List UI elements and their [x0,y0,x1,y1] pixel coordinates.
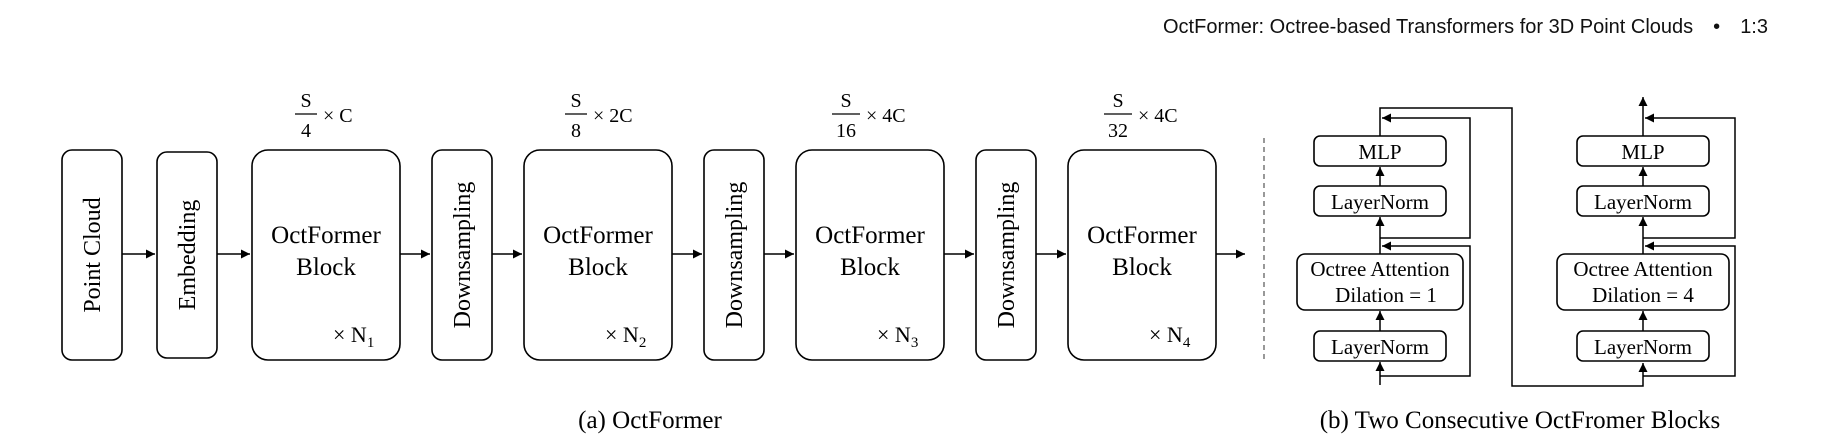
page-header: OctFormer: Octree-based Transformers for… [1163,14,1768,40]
block-4-repeat: × N4 [1149,322,1191,351]
right-layernorm-bottom-label: LayerNorm [1594,335,1692,359]
downsampling-2-label: Downsampling [722,182,748,329]
figure-reference: 1:3 [1740,15,1768,38]
embedding-box [156,151,218,359]
caption-b: (b) Two Consecutive OctFromer Blocks [1320,407,1721,434]
block-2-subtitle: Block [568,254,628,281]
octformer-block-4 [1067,149,1217,361]
stage-3-size-denominator: 16 [836,120,856,142]
stage-3-channels: × 4C [866,105,906,127]
left-dilation-label: Dilation = 1 [1335,283,1437,307]
stage-4-size-numerator: S [1112,90,1123,112]
stage-3-size-label: S 16 × 4C [832,90,906,142]
stage-4-size-denominator: 32 [1108,120,1128,142]
pipeline-diagram: Point Cloud Embedding S 4 × C OctFormer … [61,90,1245,434]
left-layernorm-bottom-label: LayerNorm [1331,335,1429,359]
consecutive-blocks-diagram: MLP LayerNorm Octree Attention Dilation … [1296,97,1736,434]
octformer-block-2 [523,149,673,361]
left-layernorm-top-label: LayerNorm [1331,190,1429,214]
downsampling-3-box [975,149,1037,361]
stage-2-size-label: S 8 × 2C [565,90,633,142]
block-3-repeat: × N3 [877,322,918,351]
paper-title: OctFormer: Octree-based Transformers for… [1162,15,1694,38]
stage-1-size-numerator: S [300,90,311,112]
block-3-title: OctFormer [815,222,925,249]
block-2-title: OctFormer [543,222,653,249]
stage-2-channels: × 2C [593,105,633,127]
stage-1-channels: × C [323,105,353,127]
stage-2-size-numerator: S [570,90,581,112]
right-mlp-label: MLP [1621,140,1664,164]
stage-4-size-label: S 32 × 4C [1104,90,1178,142]
left-residual-2 [1380,113,1471,239]
point-cloud-box [61,149,123,361]
right-layernorm-top-label: LayerNorm [1594,190,1692,214]
block-1-repeat: × N1 [333,322,374,351]
downsampling-2-box [703,149,765,361]
point-cloud-label: Point Cloud [80,197,106,312]
octformer-block-3 [795,149,945,361]
right-residual-2 [1643,113,1736,239]
octformer-block-1 [251,149,401,361]
downsampling-1-label: Downsampling [450,182,476,329]
stage-1-size-denominator: 4 [301,120,311,142]
downsampling-3-label: Downsampling [994,182,1020,329]
block-1-subtitle: Block [296,254,356,281]
caption-a: (a) OctFormer [578,407,722,434]
right-attention-label: Octree Attention [1573,257,1713,281]
left-residual-1 [1380,241,1471,377]
left-attention-label: Octree Attention [1310,257,1450,281]
stage-2-size-denominator: 8 [571,120,581,142]
header-separator: • [1713,15,1721,38]
right-residual-1 [1643,241,1736,377]
embedding-label: Embedding [175,200,201,311]
downsampling-1-box [431,149,493,361]
block-4-title: OctFormer [1087,222,1197,249]
block-1-title: OctFormer [271,222,381,249]
stage-3-size-numerator: S [840,90,851,112]
block-3-subtitle: Block [840,254,900,281]
block-connection [1379,107,1648,387]
left-mlp-label: MLP [1358,140,1401,164]
stage-4-channels: × 4C [1138,105,1178,127]
block-2-repeat: × N2 [605,322,646,351]
block-4-subtitle: Block [1112,254,1172,281]
stage-1-size-label: S 4 × C [295,90,353,142]
right-dilation-label: Dilation = 4 [1592,283,1694,307]
